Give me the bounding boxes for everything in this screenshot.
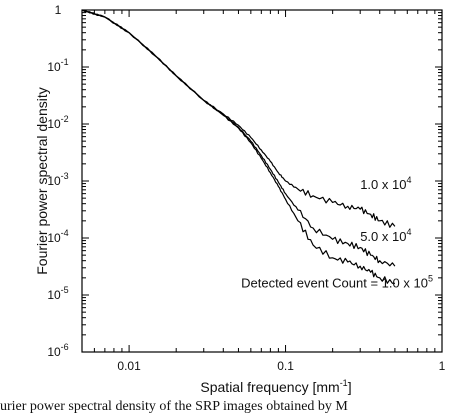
x-axis-label-main: Spatial frequency [mm bbox=[200, 379, 339, 395]
x-tick-label: 0.1 bbox=[277, 359, 294, 373]
series-line bbox=[81, 9, 395, 284]
x-axis-label-suffix: ] bbox=[348, 379, 352, 395]
series-line bbox=[81, 9, 396, 267]
y-tick-label: 10-4 bbox=[47, 228, 68, 245]
y-tick-label: 10-6 bbox=[47, 342, 68, 359]
figure-caption: urier power spectral density of the SRP … bbox=[0, 399, 348, 413]
y-tick-label: 1 bbox=[55, 3, 62, 17]
tick-labels: 0.01 0.1 1 1 10-1 10-2 10-3 10-4 10-5 10-6 bbox=[47, 3, 445, 373]
series-labels: 1.0 x 104 5.0 x 104 Detected event Count =… bbox=[241, 175, 433, 290]
x-tick-label: 0.01 bbox=[117, 359, 141, 373]
y-tick-label: 10-3 bbox=[47, 171, 68, 188]
ticks bbox=[81, 10, 442, 353]
x-tick-label: 1 bbox=[439, 359, 446, 373]
x-axis-label: Spatial frequency [mm-1] bbox=[200, 378, 351, 395]
y-axis-label: Fourier power spectral density bbox=[34, 87, 50, 275]
series-line bbox=[81, 9, 396, 228]
series-lines bbox=[81, 9, 396, 284]
series-label: Detected event Count = 1.0 x 105 bbox=[241, 274, 433, 291]
y-tick-label: 10-2 bbox=[47, 114, 68, 131]
series-label: 5.0 x 104 bbox=[360, 227, 411, 244]
y-tick-label: 10-5 bbox=[47, 285, 68, 302]
series-label: 1.0 x 104 bbox=[360, 175, 411, 192]
x-axis-label-sup: -1 bbox=[340, 378, 348, 388]
y-tick-label: 10-1 bbox=[47, 57, 68, 74]
